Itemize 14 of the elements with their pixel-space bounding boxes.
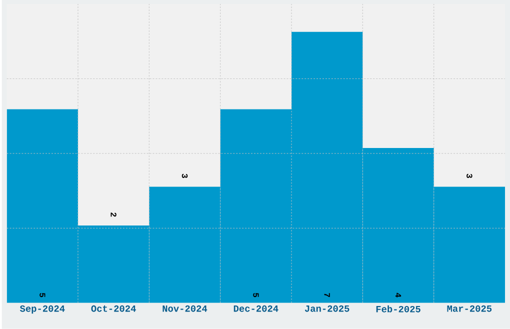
x-tick-label: Nov-2024 (162, 306, 208, 312)
x-tick-label: Oct-2024 (91, 306, 136, 312)
x-tick-label: Sep-2024 (20, 306, 65, 314)
data-label: 5 (253, 293, 259, 298)
data-label: 5 (40, 293, 46, 298)
data-label: 2 (110, 212, 116, 217)
x-tick-label: Feb-2025 (376, 306, 420, 312)
data-label: 3 (182, 174, 188, 178)
x-tick-label: Jan-2025 (304, 306, 350, 312)
data-label: 3 (466, 174, 472, 178)
x-tick-label: Mar-2025 (447, 306, 492, 312)
x-tick-label: Dec-2024 (234, 306, 278, 312)
data-label: 7 (324, 293, 330, 298)
data-label: 4 (395, 292, 402, 298)
